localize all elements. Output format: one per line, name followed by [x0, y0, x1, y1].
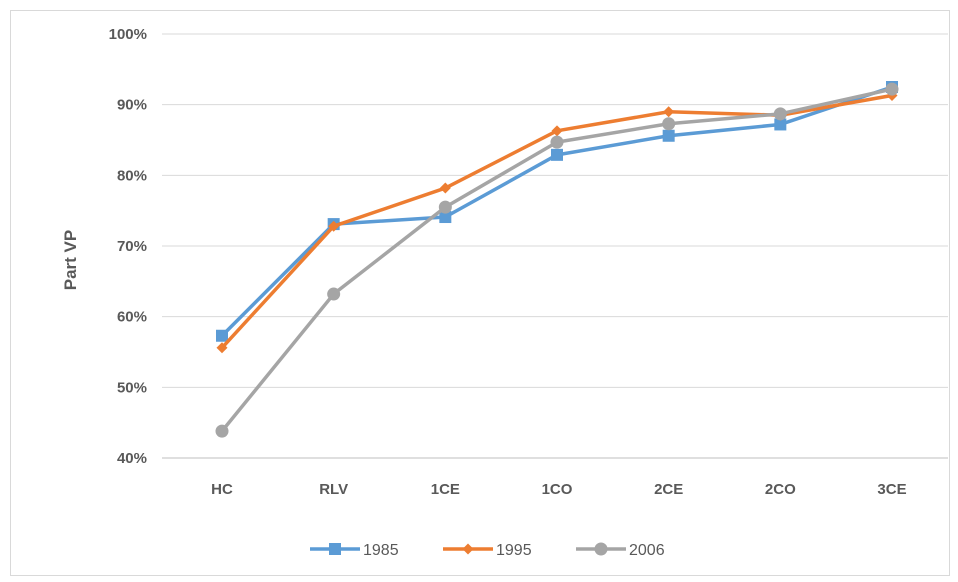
- data-point: [774, 118, 787, 131]
- y-tick-label: 100%: [109, 26, 147, 43]
- x-tick-label: RLV: [319, 481, 348, 498]
- data-point: [216, 329, 228, 342]
- y-tick-label: 90%: [117, 97, 147, 114]
- data-point: [551, 148, 563, 161]
- series-layer: [215, 81, 899, 438]
- data-point: [327, 287, 341, 301]
- y-tick-label: 40%: [117, 450, 147, 467]
- series-line-1985: [220, 85, 893, 337]
- y-axis-ticks: 40% 50% 60% 70% 80% 90% 100%: [109, 26, 147, 467]
- data-point: [663, 106, 675, 118]
- legend-item-1995: 1995: [443, 542, 532, 559]
- data-point: [216, 342, 228, 354]
- data-point: [550, 135, 564, 149]
- x-tick-label: HC: [211, 481, 233, 498]
- y-tick-label: 60%: [117, 309, 147, 326]
- legend-marker: [329, 543, 341, 555]
- series-1985: [216, 81, 898, 342]
- y-tick-label: 70%: [117, 238, 147, 255]
- legend: 1985 1995 2006: [310, 542, 665, 559]
- data-point: [551, 125, 563, 137]
- y-tick-label: 80%: [117, 167, 147, 184]
- x-tick-label: 2CE: [654, 481, 683, 498]
- data-point: [328, 220, 340, 232]
- data-point: [438, 200, 452, 214]
- x-tick-label: 3CE: [877, 481, 906, 498]
- x-tick-label: 1CE: [431, 481, 460, 498]
- legend-label: 1995: [496, 542, 532, 559]
- x-axis-ticks: HC RLV 1CE 1CO 2CE 2CO 3CE: [211, 481, 906, 498]
- legend-marker: [462, 543, 474, 555]
- x-tick-label: 1CO: [542, 481, 573, 498]
- data-point: [439, 182, 451, 194]
- series-2006: [215, 82, 899, 438]
- data-point: [885, 82, 899, 96]
- y-axis-title: Part VP: [61, 230, 80, 290]
- legend-item-1985: 1985: [310, 542, 399, 559]
- data-point: [662, 129, 675, 142]
- data-point: [215, 424, 229, 438]
- gridlines: [162, 33, 948, 459]
- legend-label: 2006: [629, 542, 665, 559]
- legend-item-2006: 2006: [576, 542, 665, 559]
- y-tick-label: 50%: [117, 379, 147, 396]
- data-point: [662, 117, 676, 131]
- legend-marker: [594, 542, 608, 556]
- x-tick-label: 2CO: [765, 481, 796, 498]
- data-point: [439, 211, 452, 224]
- legend-label: 1985: [363, 542, 399, 559]
- data-point: [773, 107, 787, 121]
